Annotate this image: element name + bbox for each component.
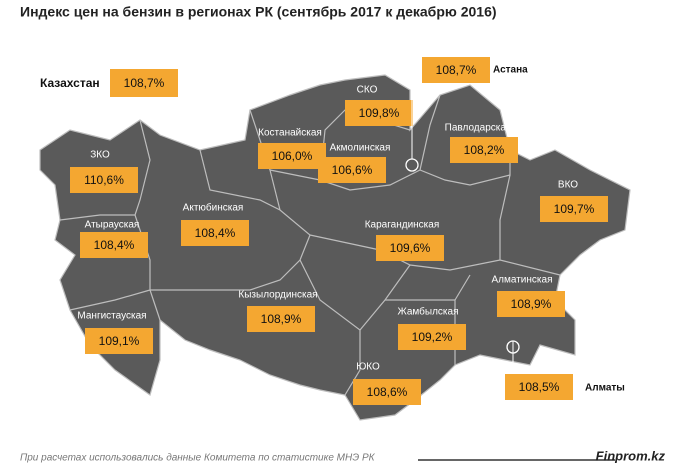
city-marker [405,158,419,172]
source-note: При расчетах использовались данные Комит… [20,453,376,464]
value-box [80,232,148,258]
value-label: 109,2% [412,330,453,344]
value-box [505,374,573,400]
city-name: Алматы [585,383,625,394]
region-name: ЮКО [356,362,380,373]
value-box [70,167,138,193]
region-name: Жамбылская [398,306,459,318]
region-name: Алматинская [492,275,553,286]
value-label: 108,7% [436,63,477,77]
value-box [110,69,178,97]
footer: При расчетах использовались данные Комит… [20,448,665,463]
value-box [353,379,421,405]
value-box [345,100,413,126]
value-box [181,220,249,246]
region-name: Акмолинская [330,143,391,154]
value-box [398,324,466,350]
value-label: 106,0% [272,149,313,163]
region-name: Костанайская [258,128,322,139]
region-name: Карагандинская [365,220,440,231]
value-label: 108,4% [94,238,135,252]
value-label: 108,9% [261,312,302,326]
region-name: Атырауская [85,220,140,231]
value-label: 109,6% [390,241,431,255]
region-name: ВКО [558,180,578,191]
region-name: Павлодарская [445,123,512,134]
brand: Finprom.kz [596,448,666,463]
value-box [422,57,490,83]
value-label: 108,2% [464,143,505,157]
value-box [258,143,326,169]
value-label: 109,8% [359,106,400,120]
value-box [85,328,153,354]
region-name: СКО [357,85,378,96]
value-box [450,137,518,163]
value-label: 108,7% [124,76,165,90]
region-name: ЗКО [90,150,110,161]
value-box [247,306,315,332]
value-box [540,196,608,222]
region-name: Актюбинская [183,202,244,214]
value-label: 109,1% [99,334,140,348]
value-label: 110,6% [84,173,124,187]
value-label: 106,6% [332,163,373,177]
value-label: 109,7% [554,202,595,216]
region-name: Кызылординская [238,290,317,301]
value-box [497,291,565,317]
country-name: Казахстан [40,76,100,90]
value-box [376,235,444,261]
city-name: Астана [493,65,528,76]
value-label: 108,5% [519,380,560,394]
value-box [318,157,386,183]
title: Индекс цен на бензин в регионах РК (сент… [20,4,497,20]
value-label: 108,4% [195,226,236,240]
value-label: 108,6% [367,385,408,399]
region-name: Мангистауская [77,311,146,322]
value-label: 108,9% [511,297,552,311]
city-marker [506,340,520,354]
